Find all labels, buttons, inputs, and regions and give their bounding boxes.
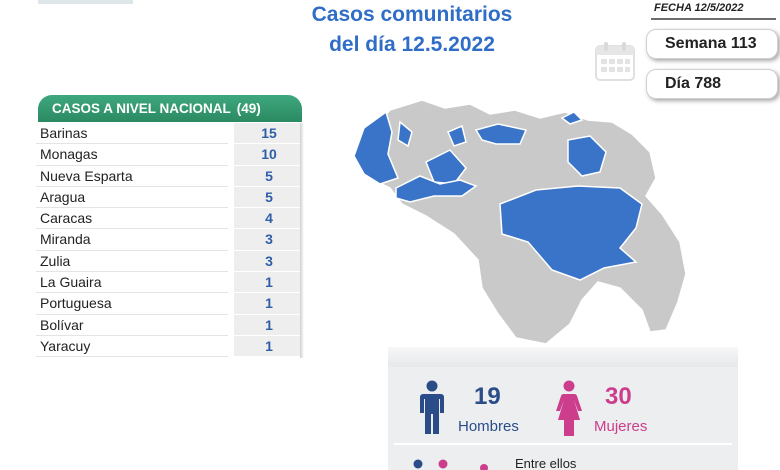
- state-name: Yaracuy: [36, 336, 228, 358]
- state-name: Miranda: [36, 229, 228, 251]
- state-name: Bolívar: [36, 315, 228, 336]
- state-name: Nueva Esparta: [36, 166, 228, 187]
- state-cases: 1: [234, 335, 304, 358]
- table-row: Barinas 15: [36, 123, 306, 145]
- calendar-icon: [595, 42, 635, 81]
- table-header-total: (49): [236, 101, 261, 116]
- table-shadow: [300, 123, 304, 358]
- state-cases: 1: [234, 272, 304, 294]
- map-state-bolivar: [499, 185, 643, 281]
- map-state-monagas: [567, 135, 607, 177]
- page-title: Casos comunitarios del día 12.5.2022: [282, 0, 542, 60]
- state-cases: 5: [234, 165, 304, 187]
- state-cases: 10: [234, 144, 304, 166]
- map-state-yaracuy: [397, 120, 413, 148]
- dia-badge: Día 788: [646, 69, 778, 99]
- table-header-label: CASOS A NIVEL NACIONAL: [52, 101, 231, 116]
- table-row: Monagas 10: [36, 144, 306, 166]
- table-row: Caracas 4: [36, 208, 306, 230]
- hombres-count: 19: [474, 383, 501, 410]
- map-state-portuguesa: [425, 149, 467, 185]
- state-name: La Guaira: [36, 272, 228, 294]
- hombres-label: Hombres: [458, 418, 519, 435]
- map-state-zulia: [353, 110, 400, 185]
- title-line-1: Casos comunitarios: [311, 3, 513, 26]
- table-row: Yaracuy 1: [36, 335, 306, 358]
- state-cases: 15: [234, 123, 304, 145]
- cases-table: Barinas 15 Monagas 10 Nueva Esparta 5 Aragua 5 C…: [36, 123, 306, 358]
- top-decoration-bar: [38, 0, 133, 4]
- stats-panel-top: [388, 347, 738, 367]
- semana-badge: Semana 113: [646, 29, 778, 59]
- stats-divider: [394, 443, 732, 445]
- title-line-2: del día 12.5.2022: [329, 33, 495, 56]
- map-state-barinas: [395, 175, 478, 203]
- table-row: Portuguesa 1: [36, 293, 306, 315]
- state-cases: 1: [234, 293, 304, 315]
- state-cases: 3: [234, 229, 304, 251]
- table-row: Nueva Esparta 5: [36, 165, 306, 187]
- map-state-miranda: [474, 123, 528, 145]
- state-cases: 3: [234, 250, 304, 273]
- man-icon: [420, 380, 444, 434]
- state-name: Aragua: [36, 187, 228, 209]
- table-row: La Guaira 1: [36, 272, 306, 294]
- venezuela-map: [353, 99, 687, 345]
- entre-ellos-text: Entre ellos: [515, 456, 577, 470]
- fecha-underline: [651, 18, 776, 20]
- table-row: Zulia 3: [36, 250, 306, 273]
- state-cases: 5: [234, 186, 304, 209]
- woman-icon: [556, 380, 582, 436]
- table-row: Aragua 5: [36, 186, 306, 209]
- state-name: Barinas: [36, 123, 228, 145]
- state-cases: 1: [234, 314, 304, 336]
- mujeres-label: Mujeres: [594, 418, 648, 435]
- map-state-aragua: [447, 124, 467, 147]
- table-row: Miranda 3: [36, 229, 306, 251]
- children-icons: [413, 459, 488, 470]
- state-cases: 4: [234, 208, 304, 230]
- table-header: CASOS A NIVEL NACIONAL (49): [38, 95, 302, 122]
- state-name: Monagas: [36, 144, 228, 166]
- map-state-nueva-esparta: [560, 111, 584, 125]
- fecha-label: FECHA 12/5/2022: [654, 2, 744, 14]
- state-name: Portuguesa: [36, 293, 228, 315]
- table-row: Bolívar 1: [36, 314, 306, 336]
- mujeres-count: 30: [605, 383, 632, 410]
- state-name: Caracas: [36, 208, 228, 230]
- state-name: Zulia: [36, 251, 228, 273]
